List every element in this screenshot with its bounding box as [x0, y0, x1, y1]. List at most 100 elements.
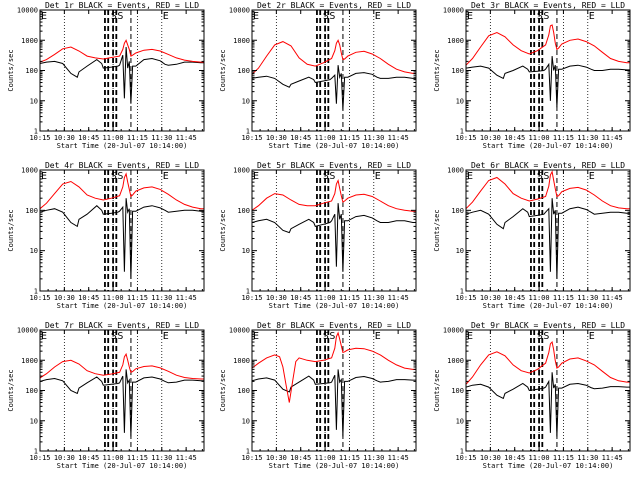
- x-tick-label: 11:00: [103, 294, 124, 302]
- y-tick-label: 10: [456, 417, 464, 425]
- x-tick-label: 11:30: [577, 294, 598, 302]
- y-tick-label: 10: [456, 97, 464, 105]
- flag-label-E: E: [41, 171, 47, 182]
- x-tick-label: 11:00: [315, 134, 336, 142]
- y-tick-label: 10: [242, 417, 250, 425]
- x-tick-label: 11:15: [553, 294, 574, 302]
- flag-label-E: E: [467, 331, 473, 342]
- series-events-line: [466, 198, 630, 279]
- flag-label-E: E: [253, 11, 259, 22]
- x-tick-label: 11:00: [103, 134, 124, 142]
- flag-label-E: E: [375, 11, 381, 22]
- y-axis-label: Counts/sec: [7, 209, 15, 251]
- y-tick-label: 1: [460, 128, 464, 136]
- panel-title: Det 2r BLACK = Events, RED = LLD: [257, 1, 411, 10]
- panel-det-3r: Det 3r BLACK = Events, RED = LLD 10:15 10:…: [433, 1, 631, 150]
- panel-det-6r: Det 6r BLACK = Events, RED = LLD 10:15 10:…: [433, 161, 631, 310]
- x-tick-label: 10:45: [504, 294, 525, 302]
- x-tick-label: 11:15: [339, 134, 360, 142]
- x-tick-label: 11:00: [315, 294, 336, 302]
- panel-det-8r: Det 8r BLACK = Events, RED = LLD 10:15 10:…: [219, 321, 417, 470]
- panel-title: Det 7r BLACK = Events, RED = LLD: [45, 321, 199, 330]
- y-tick-label: 100: [451, 207, 464, 215]
- series-lld-line: [466, 340, 630, 385]
- y-tick-label: 100: [25, 67, 38, 75]
- flag-label-S: S: [329, 171, 335, 182]
- flag-label-S: S: [537, 331, 543, 342]
- x-axis-label: Start Time (20-Jul-07 10:14:00): [483, 142, 614, 150]
- y-axis-label: Counts/sec: [7, 49, 15, 91]
- x-tick-label: 10:30: [54, 294, 75, 302]
- y-tick-label: 1: [246, 128, 250, 136]
- x-tick-label: 10:15: [455, 134, 476, 142]
- flag-label-S: S: [111, 11, 117, 22]
- x-tick-label: 10:45: [78, 294, 99, 302]
- y-tick-label: 1: [460, 288, 464, 296]
- flag-label-E: E: [589, 11, 595, 22]
- series-events-line: [40, 369, 204, 437]
- y-tick-label: 1: [34, 128, 38, 136]
- y-tick-label: 100: [25, 387, 38, 395]
- x-tick-label: 10:30: [54, 134, 75, 142]
- y-tick-label: 1000: [233, 357, 250, 365]
- flag-label-E: E: [41, 11, 47, 22]
- x-tick-label: 11:00: [529, 134, 550, 142]
- x-tick-label: 10:15: [241, 134, 262, 142]
- x-tick-label: 11:15: [127, 134, 148, 142]
- x-tick-label: 11:15: [553, 454, 574, 462]
- x-tick-label: 10:45: [504, 454, 525, 462]
- x-tick-label: 11:30: [151, 454, 172, 462]
- x-tick-label: 11:45: [388, 134, 409, 142]
- y-tick-label: 100: [451, 67, 464, 75]
- flag-label-E: E: [589, 331, 595, 342]
- y-tick-label: 1: [460, 448, 464, 456]
- flag-label-S: S: [323, 331, 329, 342]
- series-events-line: [40, 198, 204, 279]
- x-tick-label: 10:30: [266, 454, 287, 462]
- plot-frame: [465, 169, 631, 292]
- x-tick-label: 11:00: [529, 454, 550, 462]
- y-tick-label: 10000: [229, 7, 250, 15]
- x-tick-label: 11:45: [602, 294, 623, 302]
- series-events-line: [252, 369, 416, 437]
- y-axis-label: Counts/sec: [433, 209, 441, 251]
- flag-label-S: S: [329, 11, 335, 22]
- panel-det-9r: Det 9r BLACK = Events, RED = LLD 10:15 10:…: [433, 321, 631, 470]
- panel-title: Det 8r BLACK = Events, RED = LLD: [257, 321, 411, 330]
- x-tick-label: 10:15: [455, 454, 476, 462]
- series-lld-line: [252, 39, 416, 75]
- flag-label-E: E: [253, 331, 259, 342]
- y-tick-label: 10000: [17, 327, 38, 335]
- x-tick-label: 11:30: [577, 134, 598, 142]
- x-tick-label: 11:45: [176, 454, 197, 462]
- series-events-line: [40, 46, 204, 104]
- y-tick-label: 10: [30, 247, 38, 255]
- x-tick-label: 11:45: [176, 294, 197, 302]
- flag-label-E: E: [467, 11, 473, 22]
- flag-label-S: S: [329, 331, 335, 342]
- x-tick-label: 11:45: [388, 294, 409, 302]
- x-axis-label: Start Time (20-Jul-07 10:14:00): [57, 302, 188, 310]
- y-tick-label: 10000: [17, 7, 38, 15]
- panel-title: Det 1r BLACK = Events, RED = LLD: [45, 1, 199, 10]
- series-lld-line: [40, 352, 204, 380]
- y-tick-label: 1000: [21, 167, 38, 175]
- plot-frame: [251, 169, 417, 292]
- x-tick-label: 10:15: [455, 294, 476, 302]
- y-tick-label: 10000: [229, 327, 250, 335]
- panel-det-7r: Det 7r BLACK = Events, RED = LLD 10:15 10:…: [7, 321, 205, 470]
- x-tick-label: 11:30: [577, 454, 598, 462]
- x-tick-label: 10:45: [78, 134, 99, 142]
- series-lld-line: [252, 331, 416, 403]
- y-tick-label: 100: [451, 387, 464, 395]
- x-tick-label: 11:15: [127, 454, 148, 462]
- x-tick-label: 10:30: [480, 134, 501, 142]
- x-tick-label: 10:30: [480, 294, 501, 302]
- y-tick-label: 1000: [21, 37, 38, 45]
- x-tick-label: 11:45: [388, 454, 409, 462]
- x-tick-label: 10:15: [241, 294, 262, 302]
- y-tick-label: 1: [246, 288, 250, 296]
- y-tick-label: 10000: [443, 7, 464, 15]
- flag-label-S: S: [111, 171, 117, 182]
